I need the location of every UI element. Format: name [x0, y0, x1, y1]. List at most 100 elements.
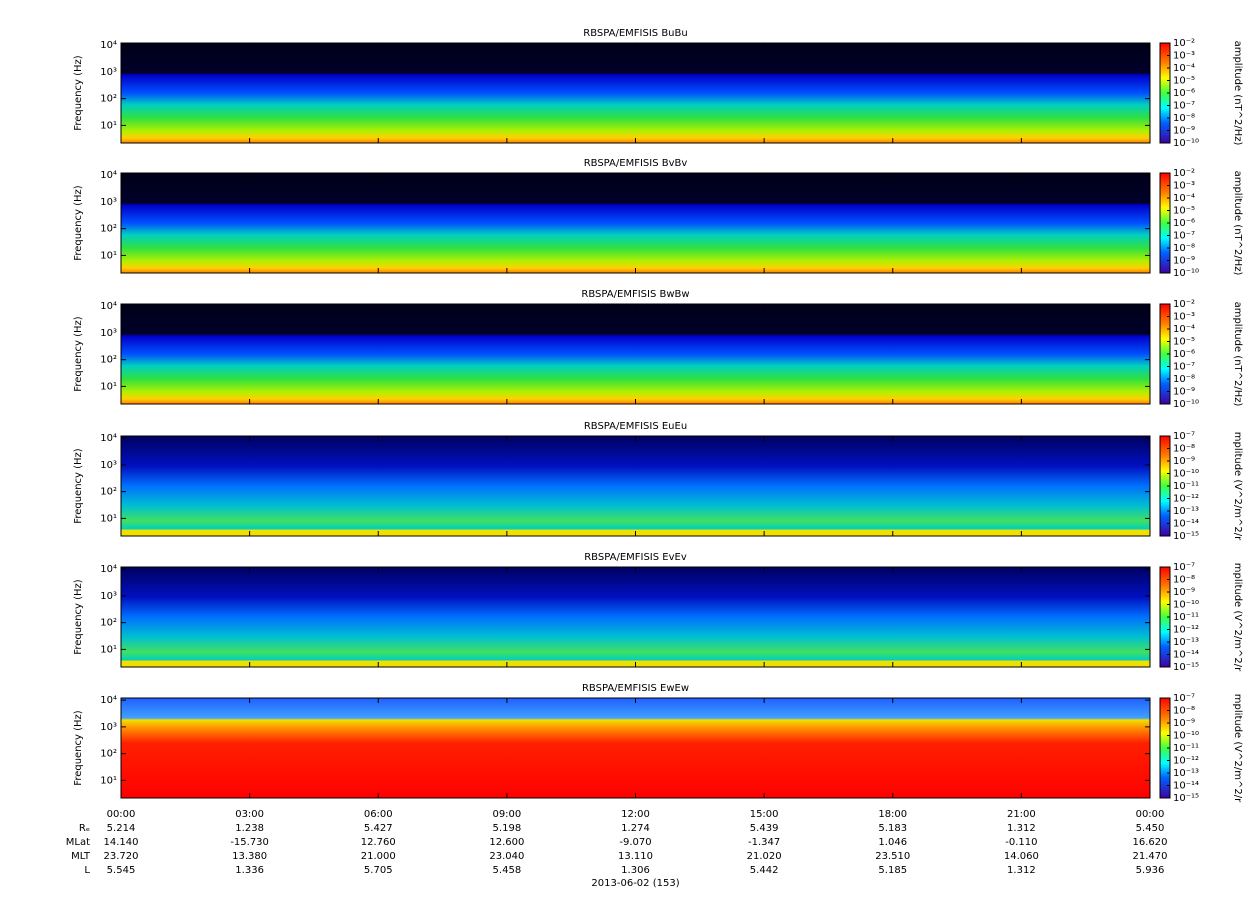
ephemeris-value: 5.545 [107, 865, 136, 876]
spectrogram-image [121, 436, 1150, 536]
colorbar-tick-label: 10⁻⁷ [1173, 562, 1195, 573]
colorbar-tick-label: 10⁻⁷ [1173, 231, 1195, 242]
y-tick-label: 10⁴ [100, 301, 117, 312]
colorbar-tick-label: 10⁻¹³ [1173, 506, 1199, 517]
colorbar-tick-label: 10⁻¹² [1173, 625, 1199, 636]
date-label: 2013-06-02 (153) [591, 878, 679, 889]
ephemeris-value: 1.312 [1007, 823, 1036, 834]
panel-title: RBSPA/EMFISIS BwBw [581, 289, 689, 300]
x-tick-label: 18:00 [878, 809, 907, 820]
colorbar-tick-label: 10⁻⁵ [1173, 337, 1195, 348]
colorbar-tick-label: 10⁻¹⁰ [1173, 731, 1199, 742]
panel-title: RBSPA/EMFISIS EwEw [582, 683, 689, 694]
colorbar-tick-label: 10⁻¹³ [1173, 637, 1199, 648]
ephemeris-value: 23.040 [489, 851, 524, 862]
x-tick-label: 09:00 [492, 809, 521, 820]
ephemeris-value: -0.110 [1005, 837, 1037, 848]
colorbar-tick-label: 10⁻⁴ [1173, 193, 1195, 204]
ephemeris-value: 16.620 [1133, 837, 1168, 848]
colorbar-tick-label: 10⁻³ [1173, 181, 1195, 192]
y-tick-label: 10³ [100, 460, 117, 471]
ephemeris-value: 1.238 [235, 823, 264, 834]
y-tick-label: 10¹ [100, 250, 117, 261]
ephemeris-value: 1.046 [878, 837, 907, 848]
ephemeris-value: 23.510 [875, 851, 910, 862]
colorbar-tick-label: 10⁻¹⁰ [1173, 469, 1199, 480]
ephemeris-row-label: MLT [71, 851, 91, 862]
ephemeris-value: 5.198 [493, 823, 522, 834]
colorbar-label: amplitude (nT^2/Hz) [1232, 171, 1243, 276]
ephemeris-value: 5.427 [364, 823, 393, 834]
ephemeris-value: 5.442 [750, 865, 779, 876]
colorbar-tick-label: 10⁻¹⁵ [1173, 793, 1199, 804]
colorbar-tick-label: 10⁻⁷ [1173, 693, 1195, 704]
ephemeris-value: 13.110 [618, 851, 653, 862]
colorbar-tick-label: 10⁻⁶ [1173, 88, 1195, 99]
ephemeris-value: -1.347 [748, 837, 780, 848]
x-tick-label: 21:00 [1007, 809, 1036, 820]
ephemeris-value: 5.450 [1136, 823, 1165, 834]
spectrogram-image [121, 304, 1150, 404]
colorbar-tick-label: 10⁻² [1173, 38, 1195, 49]
colorbar-tick-label: 10⁻¹⁰ [1173, 399, 1199, 410]
colorbar-tick-label: 10⁻⁹ [1173, 387, 1195, 398]
colorbar-tick-label: 10⁻⁹ [1173, 587, 1195, 598]
colorbar-tick-label: 10⁻¹⁴ [1173, 650, 1199, 661]
ephemeris-row-label: L [84, 865, 90, 876]
ephemeris-value: 5.214 [107, 823, 136, 834]
colorbar-tick-label: 10⁻⁸ [1173, 706, 1195, 717]
y-tick-label: 10² [100, 355, 117, 366]
y-tick-label: 10⁴ [100, 564, 117, 575]
colorbar-tick-label: 10⁻¹² [1173, 494, 1199, 505]
colorbar-tick-label: 10⁻¹⁴ [1173, 781, 1199, 792]
ephemeris-value: 13.380 [232, 851, 267, 862]
colorbar-tick-label: 10⁻¹⁵ [1173, 531, 1199, 542]
panel-title: RBSPA/EMFISIS BuBu [583, 28, 687, 39]
y-tick-label: 10² [100, 749, 117, 760]
colorbar-tick-label: 10⁻⁷ [1173, 101, 1195, 112]
y-tick-label: 10⁴ [100, 170, 117, 181]
y-axis-label: Frequency (Hz) [73, 710, 84, 786]
ephemeris-value: 1.274 [621, 823, 650, 834]
colorbar-label: mplitude (V^2/m^2/r [1232, 432, 1243, 541]
colorbar-tick-label: 10⁻⁹ [1173, 718, 1195, 729]
ephemeris-value: 1.312 [1007, 865, 1036, 876]
colorbar-tick-label: 10⁻¹⁰ [1173, 268, 1199, 279]
colorbar-tick-label: 10⁻⁸ [1173, 243, 1195, 254]
y-tick-label: 10² [100, 224, 117, 235]
panel-title: RBSPA/EMFISIS EuEu [584, 421, 687, 432]
colorbar-label: mplitude (V^2/m^2/r [1232, 694, 1243, 803]
colorbar-tick-label: 10⁻⁶ [1173, 218, 1195, 229]
spectrogram-image [121, 43, 1150, 143]
colorbar-tick-label: 10⁻⁸ [1173, 113, 1195, 124]
x-tick-label: 15:00 [750, 809, 779, 820]
colorbar-tick-label: 10⁻¹⁰ [1173, 138, 1199, 149]
panel-title: RBSPA/EMFISIS EvEv [584, 552, 687, 563]
y-tick-label: 10¹ [100, 381, 117, 392]
colorbar-tick-label: 10⁻⁹ [1173, 126, 1195, 137]
colorbar-tick-label: 10⁻¹¹ [1173, 612, 1199, 623]
y-axis-label: Frequency (Hz) [73, 185, 84, 261]
x-tick-label: 00:00 [107, 809, 136, 820]
colorbar-tick-label: 10⁻⁹ [1173, 456, 1195, 467]
y-tick-label: 10¹ [100, 775, 117, 786]
ephemeris-value: 21.000 [361, 851, 396, 862]
ephemeris-value: -15.730 [230, 837, 269, 848]
ephemeris-row-label: MLat [66, 837, 90, 848]
x-tick-label: 06:00 [364, 809, 393, 820]
colorbar-tick-label: 10⁻⁸ [1173, 444, 1195, 455]
y-tick-label: 10¹ [100, 513, 117, 524]
ephemeris-value: 1.306 [621, 865, 650, 876]
ephemeris-value: -9.070 [619, 837, 651, 848]
colorbar-tick-label: 10⁻⁴ [1173, 324, 1195, 335]
y-tick-label: 10¹ [100, 120, 117, 131]
ephemeris-value: 21.470 [1133, 851, 1168, 862]
y-tick-label: 10³ [100, 67, 117, 78]
y-tick-label: 10² [100, 487, 117, 498]
colorbar-tick-label: 10⁻⁵ [1173, 76, 1195, 87]
panel-title: RBSPA/EMFISIS BvBv [584, 158, 688, 169]
y-tick-label: 10¹ [100, 644, 117, 655]
colorbar-tick-label: 10⁻³ [1173, 312, 1195, 323]
y-tick-label: 10⁴ [100, 433, 117, 444]
